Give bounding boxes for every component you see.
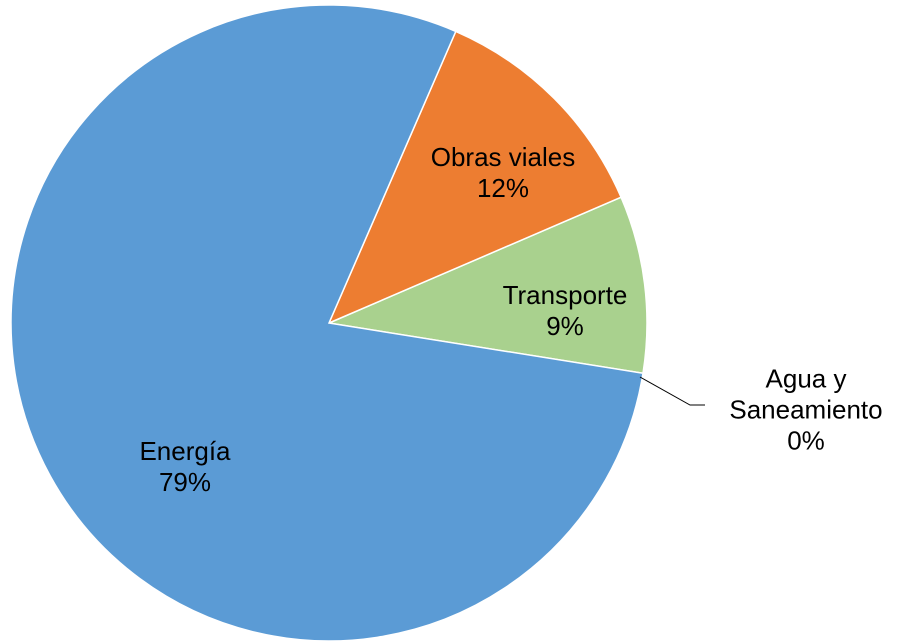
pie-slice [10, 4, 644, 642]
value-label: 12% [476, 173, 530, 203]
value-label: 79% [158, 467, 212, 497]
category-label: Transporte [502, 280, 628, 310]
data-label: Energía 79% [55, 436, 315, 498]
data-label: Agua y Saneamiento 0% [721, 364, 891, 457]
pie-slice [327, 30, 623, 325]
category-label: Agua y Saneamiento [729, 363, 883, 425]
category-label: Obras viales [430, 142, 576, 172]
data-label: Obras viales 12% [373, 142, 633, 204]
value-label: 0% [787, 425, 825, 456]
category-label: Energía [139, 436, 231, 466]
pie-slice [326, 196, 648, 375]
value-label: 9% [546, 311, 584, 341]
leader-line [639, 376, 705, 406]
data-label: Transporte 9% [435, 280, 695, 342]
